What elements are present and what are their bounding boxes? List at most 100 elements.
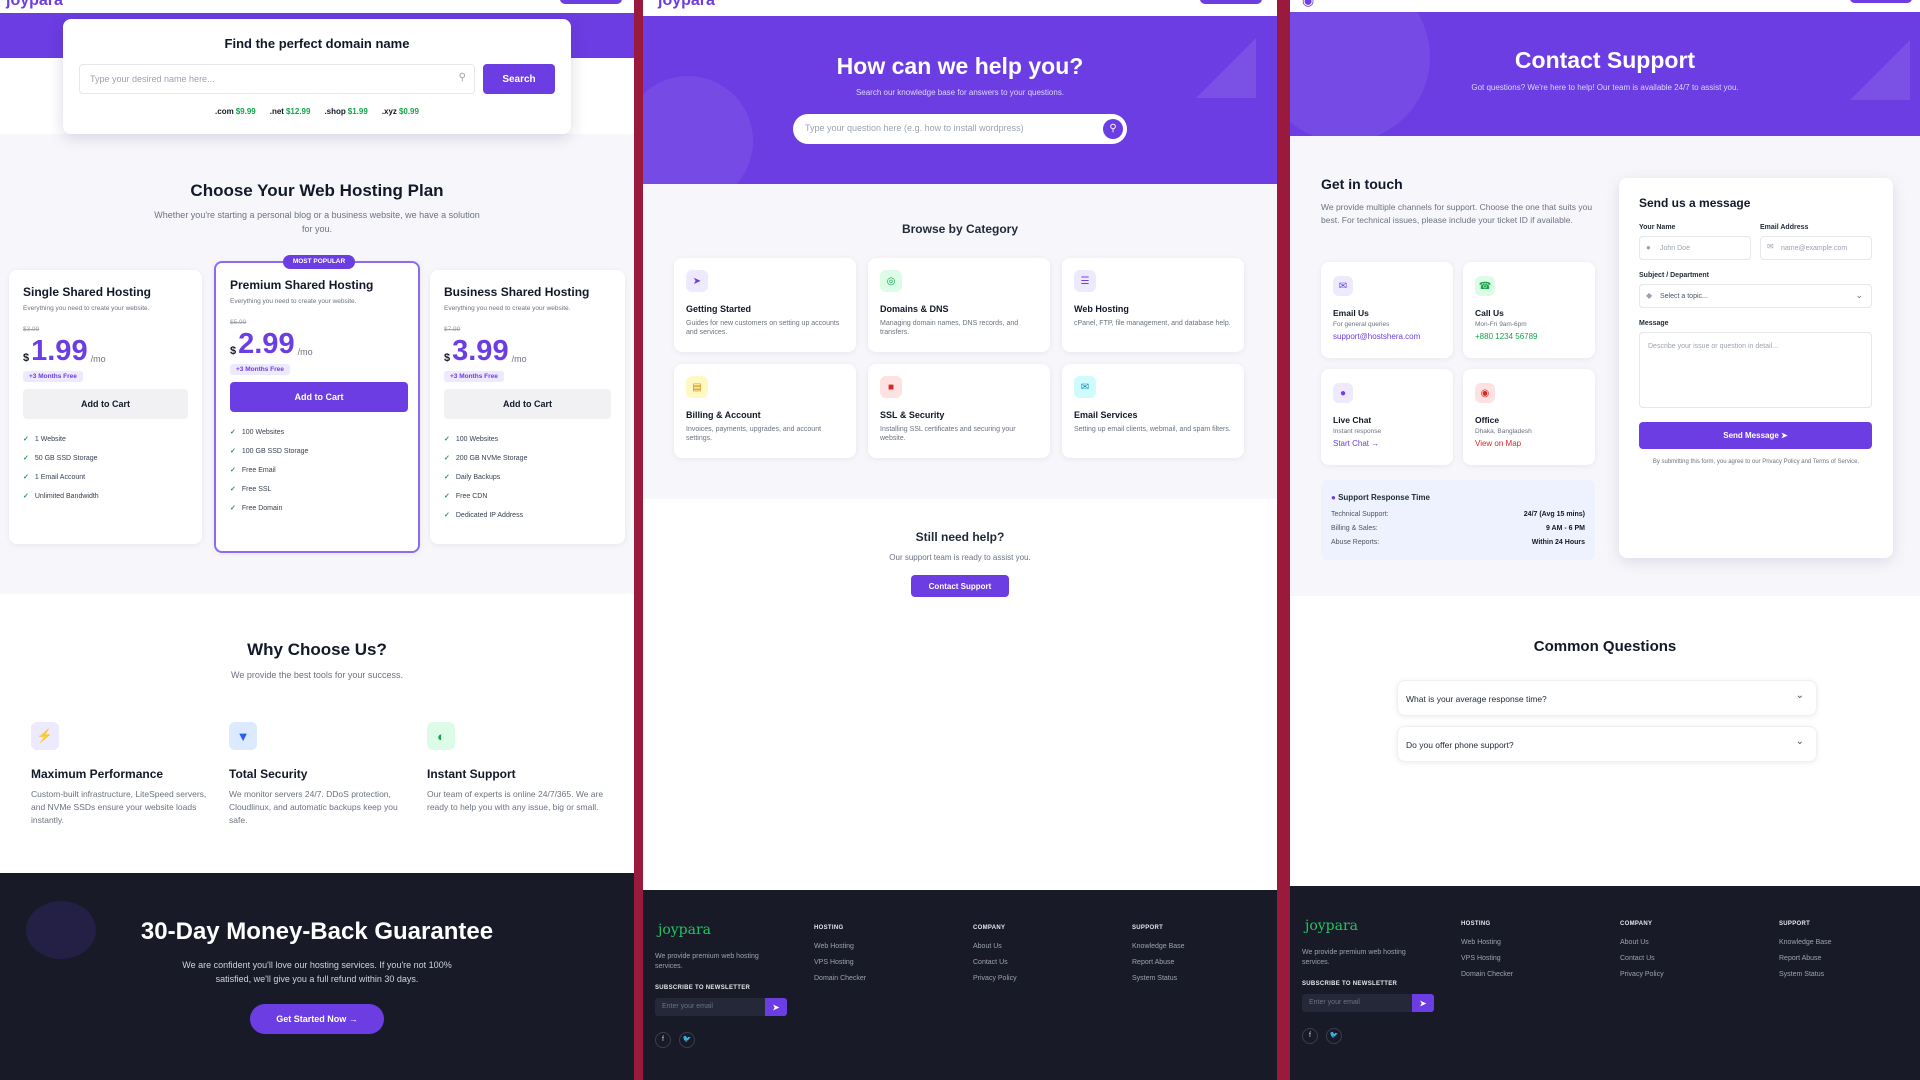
subject-select[interactable]: ◆ Select a topic... ⌄ xyxy=(1639,284,1872,308)
plan-price: $1.99/mo xyxy=(23,335,106,367)
response-row: Billing & Sales: 9 AM - 6 PM xyxy=(1331,525,1585,532)
footer-link[interactable]: Knowledge Base xyxy=(1779,939,1832,946)
add-to-cart-button[interactable]: Add to Cart xyxy=(444,389,611,419)
footer-link[interactable]: Privacy Policy xyxy=(973,975,1017,982)
lock-icon: ■ xyxy=(880,376,902,398)
channel-link[interactable]: View on Map xyxy=(1475,439,1522,448)
check-icon: ✓ xyxy=(23,474,29,481)
category-card[interactable]: ■ SSL & Security Installing SSL certificat… xyxy=(868,364,1050,458)
why-item-text: We monitor servers 24/7. DDoS protection… xyxy=(229,789,398,825)
contact-hero-subtitle: Got questions? We're here to help! Our t… xyxy=(1471,83,1739,92)
envelope-icon: ✉ xyxy=(1767,242,1774,251)
newsletter-label: SUBSCRIBE TO NEWSLETTER xyxy=(655,985,751,991)
footer-link[interactable]: System Status xyxy=(1779,971,1825,978)
category-card[interactable]: ▤ Billing & Account Invoices, payments, up… xyxy=(674,364,856,458)
plan-feature: ✓ Free Email xyxy=(230,466,276,475)
newsletter-submit-button[interactable]: ➤ xyxy=(1412,994,1434,1012)
footer-link[interactable]: VPS Hosting xyxy=(814,959,854,966)
plan-name: Business Shared Hosting xyxy=(444,285,590,299)
add-to-cart-button[interactable]: Add to Cart xyxy=(23,389,188,419)
faq-item[interactable]: Do you offer phone support? ⌄ xyxy=(1397,726,1817,762)
footer-link[interactable]: Domain Checker xyxy=(814,975,867,982)
category-card[interactable]: ✉ Email Services Setting up email clients,… xyxy=(1062,364,1244,458)
footer-link[interactable]: VPS Hosting xyxy=(1461,955,1501,962)
footer-link[interactable]: System Status xyxy=(1132,975,1178,982)
chevron-down-icon: ⌄ xyxy=(1795,690,1804,701)
footer-link[interactable]: Report Abuse xyxy=(1132,959,1175,966)
channel-link[interactable]: Start Chat → xyxy=(1333,439,1380,448)
twitter-icon[interactable]: 🐦 xyxy=(1326,1028,1342,1044)
contact-support-button[interactable]: Contact Support xyxy=(911,575,1009,597)
channel-link[interactable]: +880 1234 56789 xyxy=(1475,332,1538,341)
faq-item[interactable]: What is your average response time? ⌄ xyxy=(1397,680,1817,716)
guarantee-text: We are confident you'll love our hosting… xyxy=(182,960,452,984)
footer-link[interactable]: About Us xyxy=(973,943,1002,950)
twitter-icon[interactable]: 🐦 xyxy=(679,1032,695,1048)
newsletter-submit-button[interactable]: ➤ xyxy=(765,998,787,1016)
check-icon: ✓ xyxy=(444,455,450,462)
logo[interactable]: joypara xyxy=(658,0,715,9)
free-months-badge: +3 Months Free xyxy=(444,371,504,382)
plan-name: Single Shared Hosting xyxy=(23,285,152,299)
channel-link[interactable]: support@hostshera.com xyxy=(1333,332,1421,341)
domain-search-input[interactable]: Type your desired name here... ⚲ xyxy=(79,64,475,94)
get-in-touch-text: We provide multiple channels for support… xyxy=(1321,202,1593,225)
nav-button[interactable] xyxy=(1200,0,1262,4)
map-pin-icon: ◉ xyxy=(1475,383,1495,403)
newsletter-input[interactable]: Enter your email xyxy=(1302,994,1412,1012)
get-started-button[interactable]: Get Started Now → xyxy=(250,1004,384,1034)
footer-link[interactable]: Contact Us xyxy=(1620,955,1655,962)
domain-search-button[interactable]: Search xyxy=(483,64,555,94)
channel-title: Email Us xyxy=(1333,308,1369,318)
nav-button[interactable] xyxy=(1850,0,1912,3)
footer-link[interactable]: Knowledge Base xyxy=(1132,943,1185,950)
channel-subtitle: For general queries xyxy=(1333,321,1390,328)
footer-logo[interactable]: joypara xyxy=(1305,918,1359,934)
email-field[interactable]: ✉ name@example.com xyxy=(1760,236,1872,260)
footer-link[interactable]: Contact Us xyxy=(973,959,1008,966)
check-icon: ✓ xyxy=(230,429,236,436)
category-card[interactable]: ◎ Domains & DNS Managing domain names, DNS… xyxy=(868,258,1050,352)
footer-link[interactable]: Domain Checker xyxy=(1461,971,1514,978)
contact-channel-card: ☎ Call Us Mon-Fri 9am-6pm +880 1234 56789 xyxy=(1463,262,1595,358)
name-field[interactable]: ● John Doe xyxy=(1639,236,1751,260)
plan-feature: ✓ 1 Website xyxy=(23,435,66,444)
hosting-page: joypara Find the perfect domain name Typ… xyxy=(0,0,634,1080)
footer-link[interactable]: Web Hosting xyxy=(814,943,854,950)
footer-link[interactable]: Report Abuse xyxy=(1779,955,1822,962)
newsletter-input[interactable]: Enter your email xyxy=(655,998,765,1016)
send-message-button[interactable]: Send Message ➤ xyxy=(1639,422,1872,449)
shield-icon: ▼ xyxy=(229,722,257,750)
footer-link[interactable]: About Us xyxy=(1620,939,1649,946)
name-label: Your Name xyxy=(1639,224,1676,231)
footer-link[interactable]: Privacy Policy xyxy=(1620,971,1664,978)
newsletter-label: SUBSCRIBE TO NEWSLETTER xyxy=(1302,981,1398,987)
footer-logo[interactable]: joypara xyxy=(658,922,712,938)
get-in-touch-title: Get in touch xyxy=(1321,176,1403,192)
envelope-icon: ✉ xyxy=(1333,276,1353,296)
facebook-icon[interactable]: f xyxy=(1302,1028,1318,1044)
message-textarea[interactable]: Describe your issue or question in detai… xyxy=(1639,332,1872,408)
why-item-title: Total Security xyxy=(229,767,308,781)
search-icon[interactable]: ⚲ xyxy=(1103,119,1123,139)
logo-icon[interactable]: ◉ xyxy=(1302,0,1315,8)
logo[interactable]: joypara xyxy=(6,0,63,9)
facebook-icon[interactable]: f xyxy=(655,1032,671,1048)
nav-button[interactable] xyxy=(560,0,622,4)
footer-column-title: COMPANY xyxy=(1620,921,1653,927)
top-nav: joypara xyxy=(643,0,1277,16)
help-search-input[interactable]: Type your question here (e.g. how to ins… xyxy=(793,114,1127,144)
plans-subtitle: Whether you're starting a personal blog … xyxy=(154,210,480,234)
footer-link[interactable]: Web Hosting xyxy=(1461,939,1501,946)
still-help-title: Still need help? xyxy=(915,530,1005,544)
footer-column-title: HOSTING xyxy=(1461,921,1491,927)
check-icon: ✓ xyxy=(23,436,29,443)
form-title: Send us a message xyxy=(1639,196,1751,210)
faq-question: What is your average response time? xyxy=(1406,694,1547,704)
plan-feature: ✓ 100 GB SSD Storage xyxy=(230,447,309,456)
category-card[interactable]: ➤ Getting Started Guides for new customers… xyxy=(674,258,856,352)
response-time-box: ● Support Response Time Technical Suppor… xyxy=(1321,480,1595,560)
category-card[interactable]: ☰ Web Hosting cPanel, FTP, file management… xyxy=(1062,258,1244,352)
add-to-cart-button[interactable]: Add to Cart xyxy=(230,382,408,412)
category-text: Invoices, payments, upgrades, and accoun… xyxy=(686,426,822,442)
